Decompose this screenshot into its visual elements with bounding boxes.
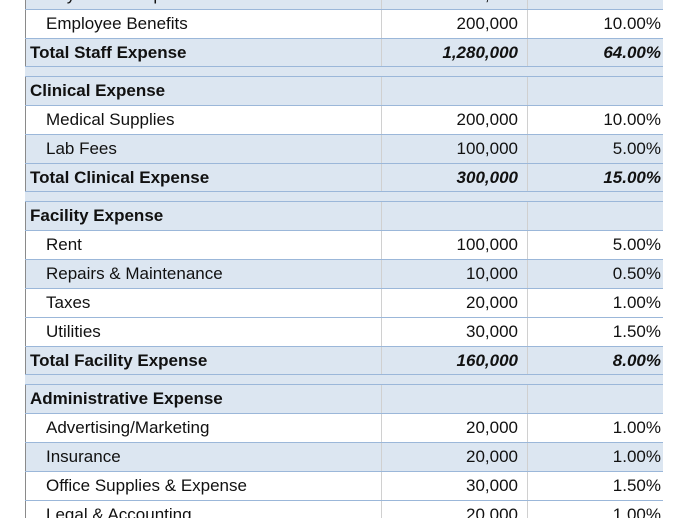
- item-row: Rent 100,000 5.00%: [25, 231, 663, 260]
- item-row: Medical Supplies 200,000 10.00%: [25, 106, 663, 135]
- undefined: [381, 77, 527, 105]
- item-label: Repairs & Maintenance: [25, 260, 381, 288]
- item-row: Taxes 20,000 1.00%: [25, 289, 663, 318]
- section-title: Clinical Expense: [25, 77, 381, 105]
- item-percent: 1.00%: [527, 501, 663, 518]
- total-amount: 1,280,000: [381, 39, 527, 66]
- item-percent: 10.00%: [527, 10, 663, 38]
- total-label: Total Clinical Expense: [25, 164, 381, 191]
- item-amount: 20,000: [381, 414, 527, 442]
- item-percent: 1.00%: [527, 289, 663, 317]
- spacer-row: [25, 67, 663, 77]
- item-amount: 20,000: [381, 289, 527, 317]
- item-row: Employee Benefits 200,000 10.00%: [25, 10, 663, 39]
- item-label: Medical Supplies: [25, 106, 381, 134]
- total-label: Total Facility Expense: [25, 347, 381, 374]
- item-amount: 200,000: [381, 10, 527, 38]
- item-percent: 0.50%: [527, 260, 663, 288]
- section-title: Administrative Expense: [25, 385, 381, 413]
- item-amount: 10,000: [381, 260, 527, 288]
- item-label: Lab Fees: [25, 135, 381, 163]
- item-label: Insurance: [25, 443, 381, 471]
- item-row: Repairs & Maintenance 10,000 0.50%: [25, 260, 663, 289]
- spacer-row: [25, 375, 663, 385]
- total-row: Total Staff Expense 1,280,000 64.00%: [25, 39, 663, 67]
- item-label: Payroll Tax Expense: [25, 0, 381, 9]
- item-row: Office Supplies & Expense 30,000 1.50%: [25, 472, 663, 501]
- item-row: Legal & Accounting 20,000 1.00%: [25, 501, 663, 518]
- item-percent: 1.50%: [527, 472, 663, 500]
- item-amount: 100,000: [381, 231, 527, 259]
- item-amount: 100,000: [381, 135, 527, 163]
- item-percent: 4.00%: [527, 0, 663, 9]
- undefined: [527, 385, 663, 413]
- item-label: Advertising/Marketing: [25, 414, 381, 442]
- section-header-row: Clinical Expense: [25, 77, 663, 106]
- item-row: Utilities 30,000 1.50%: [25, 318, 663, 347]
- item-amount: 20,000: [381, 501, 527, 518]
- item-row: Advertising/Marketing 20,000 1.00%: [25, 414, 663, 443]
- section-title: Facility Expense: [25, 202, 381, 230]
- undefined: [381, 385, 527, 413]
- total-percent: 64.00%: [527, 39, 663, 66]
- item-label: Rent: [25, 231, 381, 259]
- section-header-row: Facility Expense: [25, 202, 663, 231]
- total-row: Total Facility Expense 160,000 8.00%: [25, 347, 663, 375]
- total-amount: 300,000: [381, 164, 527, 191]
- spacer-row: [25, 192, 663, 202]
- item-label: Taxes: [25, 289, 381, 317]
- total-percent: 8.00%: [527, 347, 663, 374]
- item-percent: 1.50%: [527, 318, 663, 346]
- undefined: [527, 202, 663, 230]
- item-label: Employee Benefits: [25, 10, 381, 38]
- item-amount: 30,000: [381, 472, 527, 500]
- item-amount: 20,000: [381, 443, 527, 471]
- item-percent: 1.00%: [527, 414, 663, 442]
- total-amount: 160,000: [381, 347, 527, 374]
- total-row: Total Clinical Expense 300,000 15.00%: [25, 164, 663, 192]
- item-label: Utilities: [25, 318, 381, 346]
- item-percent: 10.00%: [527, 106, 663, 134]
- item-row: Payroll Tax Expense80,0004.00%: [25, 0, 663, 10]
- item-amount: 30,000: [381, 318, 527, 346]
- item-percent: 5.00%: [527, 135, 663, 163]
- item-label: Office Supplies & Expense: [25, 472, 381, 500]
- item-row: Insurance 20,000 1.00%: [25, 443, 663, 472]
- item-label: Legal & Accounting: [25, 501, 381, 518]
- total-percent: 15.00%: [527, 164, 663, 191]
- undefined: [527, 77, 663, 105]
- total-label: Total Staff Expense: [25, 39, 381, 66]
- item-amount: 80,000: [381, 0, 527, 9]
- section-header-row: Administrative Expense: [25, 385, 663, 414]
- item-amount: 200,000: [381, 106, 527, 134]
- item-percent: 1.00%: [527, 443, 663, 471]
- item-row: Lab Fees 100,000 5.00%: [25, 135, 663, 164]
- item-percent: 5.00%: [527, 231, 663, 259]
- undefined: [381, 202, 527, 230]
